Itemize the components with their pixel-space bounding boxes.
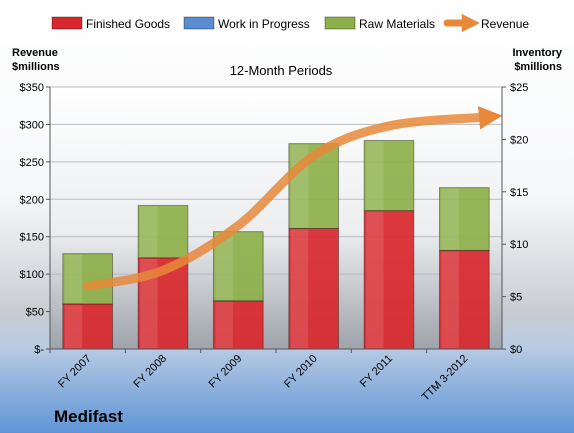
left-tick-label: $50 [26, 307, 44, 319]
left-tick-label: $- [34, 344, 44, 356]
bar-highlight [215, 301, 233, 348]
right-tick-label: $25 [510, 82, 528, 94]
bar-finished-goods [212, 300, 264, 350]
bar-raw-materials [62, 253, 114, 305]
right-tick-label: $5 [510, 292, 522, 304]
bar-raw-materials [212, 231, 264, 302]
legend-swatch-raw-materials [324, 16, 356, 30]
bar-highlight [64, 304, 83, 348]
revenue-trend-arrow [83, 106, 503, 291]
legend-swatch-work-in-progress [183, 16, 215, 30]
bar-highlight [140, 258, 158, 348]
bar-finished-goods [363, 210, 415, 350]
bar-highlight [441, 251, 459, 348]
left-tick-label: $200 [20, 194, 44, 206]
company-name: Medifast [54, 407, 123, 426]
bar-highlight [215, 232, 233, 300]
bar-highlight [366, 211, 384, 348]
legend-label: Finished Goods [86, 17, 170, 31]
bar-highlight [441, 188, 459, 250]
right-tick-label: $0 [510, 344, 522, 356]
bar-finished-goods [438, 249, 490, 350]
right-tick-label: $10 [510, 239, 528, 251]
bar-highlight [290, 229, 309, 348]
right-tick-label: $20 [510, 134, 528, 146]
left-axis-title-line1: Revenue [12, 47, 58, 59]
bar-highlight [140, 206, 158, 257]
chart-subtitle: 12-Month Periods [230, 63, 333, 78]
bar-highlight [366, 141, 384, 210]
left-tick-label: $300 [20, 119, 44, 131]
left-tick-label: $100 [20, 269, 44, 281]
legend-swatch-finished-goods [51, 16, 83, 30]
bar-finished-goods [288, 227, 340, 350]
legend-label: Work in Progress [218, 17, 310, 31]
left-tick-label: $150 [20, 232, 44, 244]
plot-area [50, 87, 502, 349]
left-axis-title-line2: $millions [12, 61, 60, 73]
right-tick-label: $15 [510, 187, 528, 199]
left-tick-label: $250 [20, 157, 44, 169]
right-axis-title-line1: Inventory [512, 47, 562, 59]
bar-raw-materials [137, 204, 189, 259]
left-tick-label: $350 [20, 82, 44, 94]
legend-label: Raw Materials [359, 17, 435, 31]
bar-finished-goods [62, 303, 114, 350]
legend-label: Revenue [481, 17, 529, 31]
bar-raw-materials [363, 139, 415, 212]
bar-raw-materials [438, 187, 490, 251]
right-axis-title-line2: $millions [514, 61, 562, 73]
bar-highlight [64, 254, 83, 303]
